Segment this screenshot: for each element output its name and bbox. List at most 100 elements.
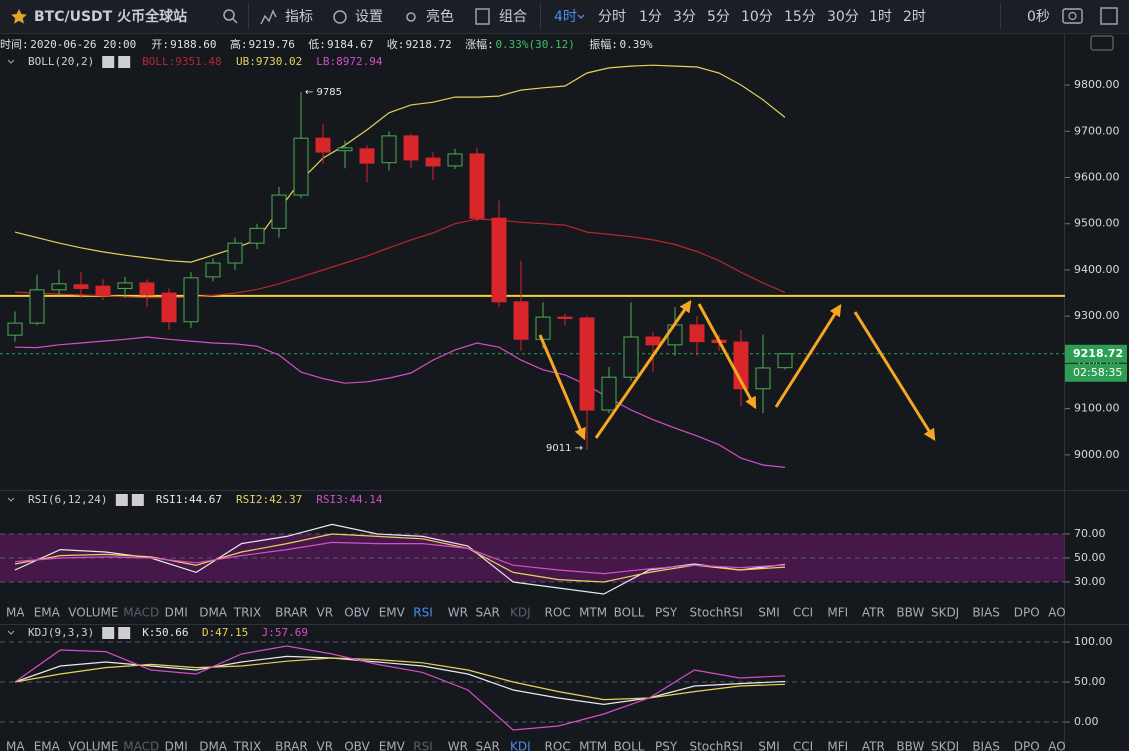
indicator-tab[interactable]: VR xyxy=(316,740,333,751)
indicator-tab[interactable]: WR xyxy=(448,740,468,751)
indicator-tab[interactable]: MTM xyxy=(579,740,607,751)
indicator-tab[interactable]: PSY xyxy=(655,606,678,620)
indicator-tab[interactable]: TRIX xyxy=(233,606,261,620)
candle-body xyxy=(117,282,133,289)
fullscreen-icon[interactable] xyxy=(1100,7,1118,25)
period-option[interactable]: 1时 xyxy=(869,9,892,25)
search-icon[interactable] xyxy=(223,9,235,21)
indicator-tab[interactable]: RSI xyxy=(413,606,433,620)
indicator-tab[interactable]: SAR xyxy=(475,740,499,751)
indicator-tab[interactable]: RSI xyxy=(413,740,433,751)
indicator-tab[interactable]: BBW xyxy=(896,606,924,620)
indicator-tab[interactable]: MACD xyxy=(123,606,159,620)
indicator-tab[interactable]: BOLL xyxy=(614,740,645,751)
indicator-tab[interactable]: DMA xyxy=(199,740,228,751)
indicator-tab[interactable]: ATR xyxy=(862,606,885,620)
info-value: 9188.60 xyxy=(170,38,216,51)
indicator-tab[interactable]: BRAR xyxy=(275,740,308,751)
period-option[interactable]: 2时 xyxy=(903,9,926,25)
candle-body xyxy=(271,194,287,229)
indicator-tab[interactable]: MA xyxy=(6,606,25,620)
candle-body xyxy=(29,289,45,324)
indicator-tab[interactable]: EMA xyxy=(34,606,61,620)
indicator-tab[interactable]: SKDJ xyxy=(931,606,959,620)
toolbar-button[interactable]: 设置 xyxy=(355,9,383,25)
period-option[interactable]: 10分 xyxy=(741,9,773,25)
legend-entry: LB:8972.94 xyxy=(316,55,383,68)
indicator-tab[interactable]: BIAS xyxy=(972,740,1000,751)
indicator-tab[interactable]: CCI xyxy=(793,740,813,751)
candle-body xyxy=(601,376,617,411)
indicator-tab[interactable]: VR xyxy=(316,606,333,620)
period-option[interactable]: 分时 xyxy=(598,9,626,25)
indicator-tab[interactable]: MFI xyxy=(827,740,848,751)
indicator-tab[interactable]: AO xyxy=(1048,740,1065,751)
screenshot-icon[interactable] xyxy=(1062,8,1083,24)
toolbar-button[interactable]: 组合 xyxy=(499,9,527,25)
period-selected[interactable]: 4时 xyxy=(554,9,577,25)
indicator-tab[interactable]: BRAR xyxy=(275,606,308,620)
indicator-tab[interactable]: EMV xyxy=(379,740,406,751)
indicator-tab[interactable]: StochRSI xyxy=(690,606,743,620)
indicator-settings[interactable] xyxy=(115,494,128,506)
indicator-tab[interactable]: MA xyxy=(6,740,25,751)
indicator-tab[interactable]: TRIX xyxy=(233,740,261,751)
period-option[interactable]: 30分 xyxy=(827,9,859,25)
period-option[interactable]: 1分 xyxy=(639,9,662,25)
indicator-tab[interactable]: KDJ xyxy=(510,740,531,751)
indicator-tab[interactable]: BBW xyxy=(896,740,924,751)
indicator-tab[interactable]: MACD xyxy=(123,740,159,751)
y-tick-label: 9600.00 xyxy=(1074,171,1120,184)
indicator-tab[interactable]: SMI xyxy=(758,606,780,620)
indicator-tab[interactable]: BIAS xyxy=(972,606,1000,620)
indicator-tab[interactable]: KDJ xyxy=(510,606,531,620)
legend-entry: K:50.66 xyxy=(142,626,188,639)
toolbar-button[interactable]: 指标 xyxy=(285,9,313,25)
extreme-price-label: ← 9785 xyxy=(305,87,342,98)
candle-body xyxy=(381,135,397,164)
favorite-star[interactable] xyxy=(11,9,27,24)
indicator-tab[interactable]: OBV xyxy=(344,606,370,620)
period-option[interactable]: 3分 xyxy=(673,9,696,25)
indicator-tab[interactable]: DPO xyxy=(1014,740,1040,751)
drawing-arrow xyxy=(594,300,692,439)
indicator-tab[interactable]: OBV xyxy=(344,740,370,751)
period-option[interactable]: 5分 xyxy=(707,9,730,25)
indicator-tab[interactable]: DMI xyxy=(165,740,188,751)
indicator-tab[interactable]: BOLL xyxy=(614,606,645,620)
indicator-tab[interactable]: StochRSI xyxy=(690,740,743,751)
countdown-setting[interactable]: 0秒 xyxy=(1027,9,1050,25)
indicator-tab[interactable]: SMI xyxy=(758,740,780,751)
indicator-tab[interactable]: VOLUME xyxy=(68,606,118,620)
indicator-tab[interactable]: CCI xyxy=(793,606,813,620)
countdown-tag xyxy=(1065,363,1127,382)
indicator-tab[interactable]: ATR xyxy=(862,740,885,751)
indicator-name: RSI(6,12,24) xyxy=(28,493,107,506)
indicator-tab[interactable]: DPO xyxy=(1014,606,1040,620)
indicator-tab[interactable]: EMA xyxy=(34,740,61,751)
candle-body xyxy=(491,217,507,303)
fold-icon[interactable] xyxy=(1090,35,1114,51)
indicator-tab[interactable]: SKDJ xyxy=(931,740,959,751)
indicator-tab[interactable]: ROC xyxy=(545,740,571,751)
indicator-tab[interactable]: ROC xyxy=(545,606,571,620)
indicator-tab[interactable]: MTM xyxy=(579,606,607,620)
indicator-settings[interactable] xyxy=(102,627,115,639)
indicator-tab[interactable]: PSY xyxy=(655,740,678,751)
info-value: 2020-06-26 20:00 xyxy=(30,38,136,51)
indicator-close[interactable] xyxy=(118,56,131,68)
indicator-close[interactable] xyxy=(118,627,131,639)
indicator-close[interactable] xyxy=(131,494,144,506)
indicator-tab[interactable]: MFI xyxy=(827,606,848,620)
indicator-tab[interactable]: SAR xyxy=(475,606,499,620)
indicator-tab[interactable]: DMI xyxy=(165,606,188,620)
indicator-tab[interactable]: AO xyxy=(1048,606,1065,620)
toolbar-button[interactable]: 亮色 xyxy=(426,8,454,25)
indicator-settings[interactable] xyxy=(102,56,115,68)
indicator-tab[interactable]: EMV xyxy=(379,606,406,620)
indicator-tab[interactable]: VOLUME xyxy=(68,740,118,751)
period-option[interactable]: 15分 xyxy=(784,9,816,25)
candle-body xyxy=(403,135,419,161)
indicator-tab[interactable]: DMA xyxy=(199,606,228,620)
indicator-tab[interactable]: WR xyxy=(448,606,468,620)
